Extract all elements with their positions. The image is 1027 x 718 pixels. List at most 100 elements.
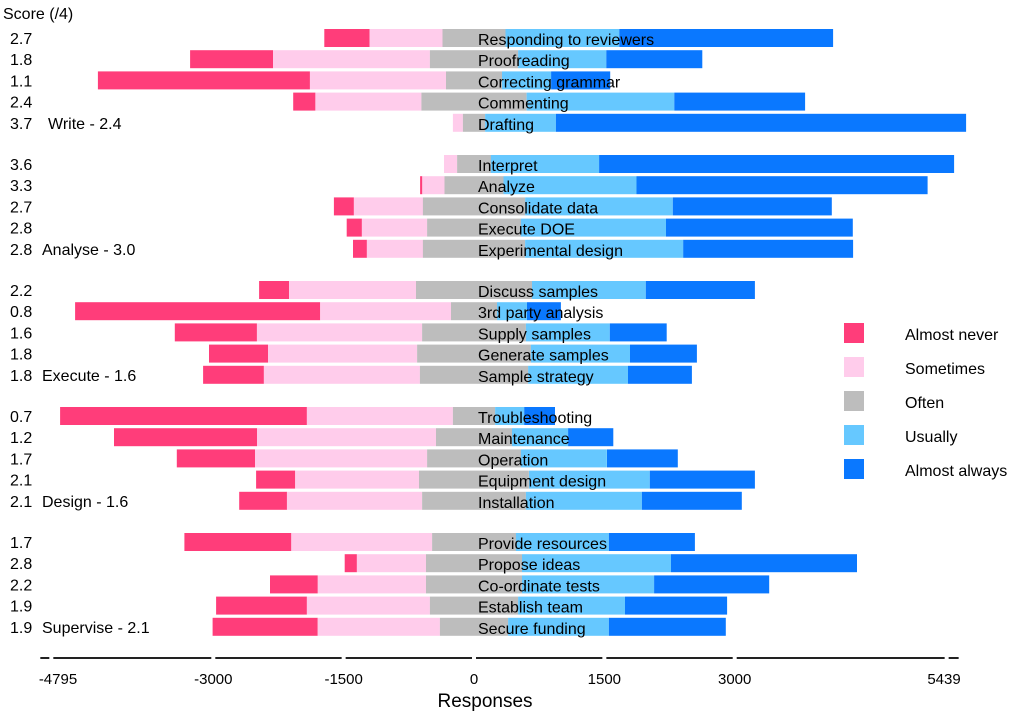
row-label: Analyze	[478, 179, 535, 196]
bar-segment-often	[427, 449, 521, 468]
row-score: 2.8	[10, 221, 32, 238]
bar-segment-almost-always	[609, 323, 667, 342]
bar-segment-almost-always	[641, 491, 742, 510]
bar-row	[114, 428, 614, 447]
row-label: Generate samples	[478, 348, 609, 365]
bar-segment-usually	[530, 344, 630, 363]
bar-segment-usually	[515, 533, 609, 551]
bar-segment-usually	[520, 449, 607, 468]
bar-row	[293, 92, 806, 111]
bar-segment-sometimes	[257, 323, 423, 342]
row-label: Correcting grammar	[478, 74, 621, 91]
bar-segment-sometimes	[289, 281, 416, 299]
bar-segment-sometimes	[263, 365, 420, 384]
row-score: 0.8	[10, 304, 32, 321]
bar-segment-almost-always	[649, 470, 755, 489]
bar-row	[353, 239, 854, 258]
bars-layer	[60, 29, 967, 636]
bar-segment-often	[427, 218, 521, 237]
row-label: Commenting	[478, 96, 569, 113]
bar-segment-almost-always	[654, 575, 770, 594]
row-score: 3.3	[10, 178, 32, 195]
bar-segment-usually	[525, 197, 673, 216]
bar-segment-usually	[508, 617, 609, 636]
bar-segment-sometimes	[317, 617, 440, 636]
bar-segment-almost-never	[97, 71, 310, 90]
bar-segment-almost-always	[555, 113, 967, 132]
bar-segment-usually	[532, 281, 646, 299]
bar-segment-usually	[528, 365, 628, 384]
row-label: Sample strategy	[478, 369, 594, 386]
row-label: Consolidate data	[478, 200, 598, 217]
bar-segment-often	[452, 407, 495, 425]
bar-segment-almost-never	[174, 323, 257, 342]
row-score: 0.7	[10, 409, 32, 426]
bar-segment-almost-never	[114, 428, 257, 447]
bar-segment-usually	[495, 407, 525, 425]
legend-swatch	[844, 357, 864, 377]
row-label: Drafting	[478, 117, 534, 134]
bar-segment-sometimes	[320, 302, 451, 321]
bar-segment-sometimes	[369, 29, 443, 47]
row-score: 1.9	[10, 599, 32, 616]
bar-segment-almost-always	[599, 155, 955, 173]
x-tick-label: -4795	[39, 671, 77, 688]
bar-segment-almost-always	[636, 176, 928, 195]
bar-segment-almost-always	[671, 554, 857, 573]
bar-segment-almost-always	[551, 71, 611, 90]
row-score: 2.1	[10, 494, 32, 511]
legend-label: Almost always	[905, 463, 1007, 480]
bar-segment-sometimes	[306, 407, 453, 425]
bar-segment-often	[416, 281, 532, 299]
row-label: 3rd party analysis	[478, 305, 603, 322]
bar-segment-almost-never	[239, 491, 287, 510]
bar-row	[259, 281, 755, 299]
bar-row	[420, 176, 928, 195]
bar-segment-often	[457, 155, 491, 173]
bar-segment-usually	[485, 113, 556, 132]
row-label: Troubleshooting	[478, 410, 592, 427]
row-label: Interpret	[478, 158, 538, 175]
row-score: 1.8	[10, 347, 32, 364]
bar-segment-usually	[525, 239, 684, 258]
row-score: 1.2	[10, 430, 32, 447]
bar-segment-sometimes	[315, 92, 422, 111]
bar-segment-almost-never	[259, 281, 290, 299]
bar-segment-almost-never	[353, 239, 367, 258]
bar-segment-often	[421, 92, 527, 111]
bar-row	[97, 71, 611, 90]
bar-row	[346, 218, 853, 237]
bar-segment-usually	[502, 71, 552, 90]
bar-row	[203, 365, 692, 384]
bar-segment-often	[422, 239, 525, 258]
bar-row	[239, 491, 742, 510]
row-score: 3.7	[10, 116, 32, 133]
bar-row	[176, 449, 678, 468]
row-label: Discuss samples	[478, 284, 598, 301]
bar-row	[444, 155, 955, 173]
bar-segment-usually	[497, 302, 527, 321]
bar-segment-usually	[526, 92, 675, 111]
bar-segment-usually	[529, 470, 650, 489]
bar-segment-often	[432, 533, 516, 551]
legend-item: Usually	[844, 425, 957, 446]
legend-swatch	[844, 391, 864, 411]
row-score: 2.8	[10, 556, 32, 573]
bar-segment-almost-never	[190, 50, 274, 69]
bar-segment-almost-never	[209, 344, 269, 363]
bar-segment-almost-always	[607, 449, 678, 468]
bar-segment-almost-never	[324, 29, 370, 47]
bar-segment-sometimes	[366, 239, 423, 258]
bar-segment-almost-never	[346, 218, 362, 237]
group-label: Supervise - 2.1	[42, 620, 150, 637]
bar-row	[190, 50, 703, 69]
bar-segment-almost-never	[216, 596, 307, 615]
bar-segment-sometimes	[353, 197, 423, 216]
legend-label: Sometimes	[905, 361, 985, 378]
bar-segment-sometimes	[295, 470, 419, 489]
bar-segment-often	[439, 617, 509, 636]
row-score: 2.7	[10, 31, 32, 48]
bar-segment-often	[444, 176, 504, 195]
bar-row	[184, 533, 695, 551]
row-label: Maintenance	[478, 431, 570, 448]
